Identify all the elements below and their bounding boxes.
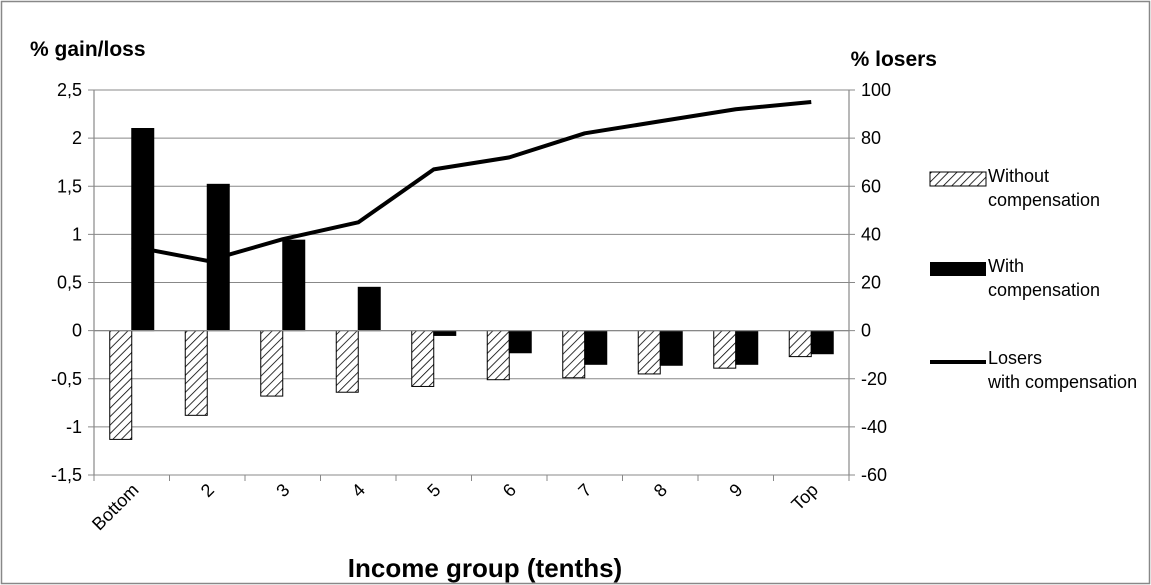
bar-without-compensation xyxy=(788,330,812,358)
bar-with-compensation xyxy=(735,330,759,365)
left-tick-label: -1,5 xyxy=(51,465,82,485)
bar-with-compensation xyxy=(508,330,532,354)
bar-without-compensation xyxy=(562,330,586,379)
left-tick-label: 0,5 xyxy=(57,273,82,293)
legend-swatch-without-compensation xyxy=(929,171,987,187)
legend-label-line: compensation xyxy=(988,190,1100,210)
right-axis-title: % losers xyxy=(851,48,937,71)
bar-with-compensation xyxy=(357,286,381,332)
legend-label-line: Losers xyxy=(988,348,1042,368)
bar-without-compensation xyxy=(411,330,435,387)
bar-with-compensation xyxy=(131,128,155,332)
left-tick-label: 2 xyxy=(72,128,82,148)
bar-with-compensation xyxy=(810,330,834,355)
bar-with-compensation xyxy=(282,239,306,332)
right-tick-label: 0 xyxy=(861,321,871,341)
bar-with-compensation xyxy=(584,330,608,365)
right-axis-ticks: 100 80 60 40 20 0 -20 -40 -60 xyxy=(849,80,891,485)
right-tick-label: 80 xyxy=(861,128,881,148)
bar-with-compensation xyxy=(433,330,457,336)
bars xyxy=(109,128,834,440)
legend-swatch-with-compensation xyxy=(930,262,986,276)
right-tick-label: -40 xyxy=(861,417,887,437)
x-axis-title: Income group (tenths) xyxy=(348,553,622,583)
left-tick-label: 1,5 xyxy=(57,176,82,196)
right-tick-label: 100 xyxy=(861,80,891,100)
left-tick-label: -0,5 xyxy=(51,369,82,389)
legend-label-line: With xyxy=(988,256,1024,276)
right-tick-label: 60 xyxy=(861,176,881,196)
bar-without-compensation xyxy=(109,330,133,440)
right-tick-label: 40 xyxy=(861,224,881,244)
right-tick-label: -60 xyxy=(861,465,887,485)
bar-without-compensation xyxy=(637,330,661,375)
left-tick-label: 2,5 xyxy=(57,80,82,100)
left-tick-label: -1 xyxy=(66,417,82,437)
left-axis-ticks: 2,5 2 1,5 1 0,5 0 -0,5 -1 -1,5 xyxy=(51,80,94,485)
bar-without-compensation xyxy=(335,330,359,393)
bar-without-compensation xyxy=(184,330,208,416)
bar-with-compensation xyxy=(659,330,683,366)
bar-without-compensation xyxy=(260,330,284,397)
left-tick-label: 0 xyxy=(72,321,82,341)
bar-without-compensation xyxy=(713,330,737,369)
legend: Without compensation With compensation Loser… xyxy=(929,166,1137,392)
left-axis-title: % gain/loss xyxy=(30,38,146,61)
right-tick-label: -20 xyxy=(861,369,887,389)
legend-label-line: with compensation xyxy=(987,372,1137,392)
line-series xyxy=(131,100,812,263)
legend-label-line: Without xyxy=(988,166,1049,186)
bar-without-compensation xyxy=(486,330,510,381)
line-losers-with-compensation xyxy=(131,100,812,263)
left-tick-label: 1 xyxy=(72,224,82,244)
right-tick-label: 20 xyxy=(861,273,881,293)
legend-label-line: compensation xyxy=(988,280,1100,300)
